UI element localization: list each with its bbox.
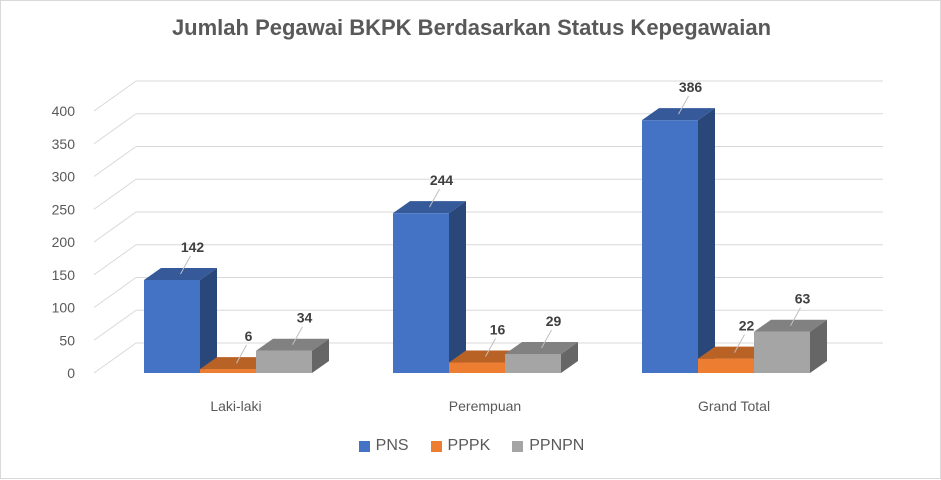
bar-front (393, 213, 449, 373)
leader-line (292, 326, 303, 345)
legend-item-pns: PNS (358, 437, 409, 455)
bar-front (449, 362, 505, 373)
bar-front (505, 354, 561, 373)
bar-side (312, 338, 329, 373)
data-label: 63 (795, 291, 811, 307)
legend-swatch (358, 440, 370, 452)
bar-ppnpn-perempuan (505, 342, 578, 373)
data-label: 29 (546, 313, 562, 329)
y-tick-label: 350 (52, 136, 76, 152)
x-category-label: Grand Total (698, 398, 770, 414)
bar-front (256, 350, 312, 373)
bar-ppnpn-grand-total (754, 319, 827, 373)
bar-side (810, 319, 827, 373)
gridline-diagonal-150 (93, 244, 137, 276)
legend-item-ppnpn: PPNPN (512, 437, 584, 455)
y-tick-label: 400 (52, 103, 76, 119)
bar-side (561, 342, 578, 373)
gridline-diagonal-100 (93, 277, 137, 308)
leader-line (180, 255, 191, 275)
leader-line (236, 344, 247, 364)
leader-line (678, 95, 689, 115)
gridline-diagonal-300 (93, 146, 137, 177)
x-category-label: Perempuan (449, 398, 521, 414)
data-label: 142 (181, 239, 205, 255)
bar-pns-laki-laki (144, 267, 217, 373)
bar-front (642, 120, 698, 373)
gridline-diagonal-250 (93, 178, 137, 210)
legend-label: PNS (375, 437, 409, 454)
bar-front (754, 331, 810, 373)
bar-pns-perempuan (393, 201, 466, 373)
leader-line (485, 338, 496, 357)
y-tick-label: 200 (52, 234, 76, 250)
gridline-diagonal-400 (93, 80, 137, 112)
y-axis-ticks: 0 50 100 150 200 250 300 350 400 (52, 103, 76, 381)
legend-label: PPNPN (529, 437, 585, 454)
y-tick-label: 100 (52, 300, 76, 316)
legend-label: PPPK (447, 437, 491, 454)
y-tick-label: 300 (52, 169, 76, 185)
legend: PNS PPPK PPNPN (1, 437, 941, 455)
bar-side (449, 201, 466, 373)
data-label: 6 (245, 328, 253, 344)
bar-side (698, 108, 715, 374)
bar-front (144, 279, 200, 373)
bar-front (698, 358, 754, 373)
legend-item-pppk: PPPK (430, 437, 491, 455)
x-category-label: Laki-laki (210, 398, 261, 414)
y-tick-label: 250 (52, 201, 76, 217)
y-tick-label: 0 (67, 365, 75, 381)
data-label: 22 (739, 318, 755, 334)
legend-swatch (430, 440, 442, 452)
gridlines (93, 80, 883, 374)
bar-pns-grand-total (642, 108, 715, 374)
data-label: 16 (490, 322, 506, 338)
legend-swatch (512, 440, 524, 452)
data-label: 386 (679, 79, 703, 95)
leader-line (734, 334, 745, 353)
bar-front (200, 369, 256, 373)
gridline-diagonal-200 (93, 211, 137, 243)
chart-title: Jumlah Pegawai BKPK Berdasarkan Status K… (171, 15, 772, 40)
leader-line (790, 307, 801, 326)
data-label: 34 (297, 310, 313, 326)
leader-line (429, 188, 440, 208)
y-tick-label: 150 (52, 267, 76, 283)
leader-line (541, 329, 552, 349)
data-labels: 142 6 34 244 16 29 386 22 63 (180, 79, 811, 364)
gridline-diagonal-50 (93, 309, 137, 341)
y-tick-label: 50 (59, 332, 75, 348)
gridline-diagonal-350 (93, 113, 137, 145)
bar-side (200, 267, 217, 373)
gridline-diagonal-0 (93, 342, 137, 374)
data-label: 244 (430, 172, 454, 188)
